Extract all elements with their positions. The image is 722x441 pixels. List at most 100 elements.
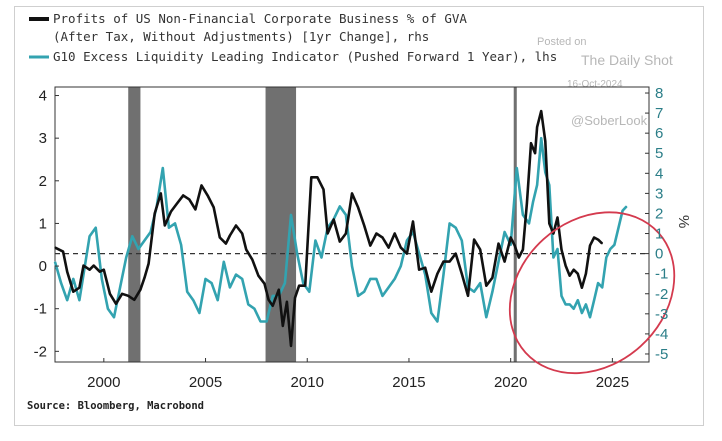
profits-point	[245, 249, 247, 251]
right-tick-label: 0	[655, 246, 663, 263]
liquidity-point	[424, 274, 426, 276]
liquidity-point	[302, 282, 304, 284]
liquidity-point	[72, 278, 74, 280]
liquidity-point	[217, 299, 219, 301]
liquidity-point	[577, 299, 579, 301]
profits-point	[272, 305, 274, 307]
watermark-posted-on: Posted on	[537, 36, 587, 48]
right-tick-label: 6	[655, 125, 663, 142]
left-tick-label: 0	[39, 258, 47, 275]
liquidity-point	[235, 274, 237, 276]
profits-point	[148, 263, 150, 265]
profits-point	[66, 271, 68, 273]
liquidity-point	[491, 291, 493, 293]
profits-line	[54, 109, 604, 348]
right-axis: -5 -4 -3 -2 -1 0 1 2 3 4 5 6 7 8	[645, 85, 668, 363]
profits-point	[229, 234, 231, 237]
profits-point	[540, 110, 542, 112]
liquidity-point	[150, 231, 152, 233]
left-tick-label: 3	[39, 130, 47, 147]
liquidity-point	[516, 167, 518, 169]
profits-point	[449, 261, 451, 263]
profits-point	[345, 232, 347, 235]
liquidity-point	[363, 291, 365, 293]
liquidity-point	[131, 235, 133, 237]
left-tick-label: 4	[39, 88, 47, 105]
x-axis: 2000 2005 2010 2015 2020 2025	[87, 358, 629, 391]
right-tick-label: -3	[655, 306, 668, 323]
liquidity-point	[369, 278, 371, 280]
liquidity-point	[229, 286, 231, 288]
liquidity-point	[54, 261, 56, 263]
profits-point	[82, 265, 85, 267]
profits-point	[339, 241, 341, 243]
liquidity-point	[78, 299, 80, 301]
profits-point	[200, 184, 203, 186]
liquidity-point	[418, 252, 420, 254]
profits-point	[170, 210, 172, 213]
liquidity-point	[497, 261, 500, 263]
liquidity-point	[272, 295, 274, 297]
liquidity-point	[113, 316, 115, 318]
right-tick-label: 8	[655, 85, 663, 102]
profits-point	[544, 140, 546, 142]
profits-point	[188, 198, 190, 200]
profits-point	[257, 275, 259, 277]
right-tick-label: 4	[655, 165, 663, 182]
profits-point	[182, 194, 184, 196]
source-note: Source: Bloomberg, Macrobond	[27, 400, 204, 412]
liquidity-point	[198, 312, 200, 314]
profits-point	[522, 249, 524, 251]
profits-point	[310, 176, 312, 178]
chart: Profits of US Non-Financial Corporate Bu…	[27, 11, 692, 412]
liquidity-point	[174, 222, 176, 224]
profits-point	[514, 245, 516, 247]
profits-point	[534, 152, 536, 154]
liquidity-point	[394, 278, 396, 280]
left-tick-label: -1	[34, 301, 47, 318]
right-tick-label: -2	[655, 286, 668, 303]
liquidity-point	[241, 278, 243, 280]
right-tick-label: 5	[655, 145, 663, 162]
profits-point	[282, 325, 284, 327]
liquidity-point	[351, 265, 353, 267]
profits-point	[298, 285, 300, 287]
profits-point	[530, 142, 532, 144]
profits-point	[109, 293, 111, 295]
chart-frame: Profits of US Non-Financial Corporate Bu…	[14, 6, 704, 426]
profits-point	[154, 212, 156, 215]
liquidity-point	[430, 312, 432, 314]
highlight-ellipse	[508, 211, 676, 375]
profits-point	[430, 291, 432, 293]
profits-point	[375, 232, 377, 235]
liquidity-point	[339, 205, 341, 207]
x-tick-label: 2005	[189, 374, 222, 391]
liquidity-point	[552, 256, 555, 259]
profits-point	[381, 236, 384, 239]
profits-point	[526, 202, 528, 204]
liquidity-point	[573, 308, 575, 310]
liquidity-point	[375, 278, 377, 280]
liquidity-point	[137, 248, 139, 250]
recession-bands	[128, 87, 517, 362]
left-tick-label: 2	[39, 173, 47, 190]
legend: Profits of US Non-Financial Corporate Bu…	[29, 11, 557, 64]
liquidity-point	[548, 184, 550, 186]
liquidity-point	[485, 316, 487, 318]
liquidity-point	[345, 214, 347, 216]
liquidity-point	[528, 222, 530, 224]
profits-point	[89, 269, 91, 271]
profits-point	[491, 277, 493, 279]
x-tick-label: 2020	[494, 374, 527, 391]
liquidity-point	[388, 286, 390, 288]
liquidity-point	[461, 239, 463, 242]
profits-point	[235, 224, 237, 227]
liquidity-point	[320, 256, 323, 259]
liquidity-point	[613, 244, 616, 246]
profits-point	[241, 232, 243, 235]
profits-point	[54, 247, 56, 249]
profits-point	[388, 247, 390, 249]
liquidity-point	[186, 291, 188, 293]
profits-point	[316, 176, 318, 178]
profits-point	[213, 206, 215, 208]
